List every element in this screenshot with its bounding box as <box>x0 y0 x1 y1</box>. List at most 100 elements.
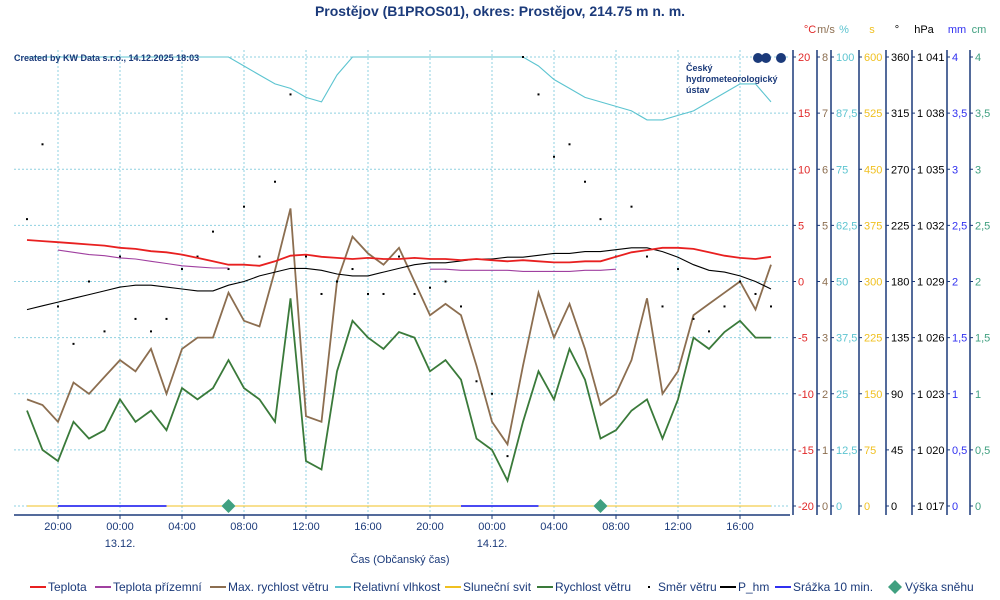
legend-label-7: P_hm <box>738 580 769 594</box>
y-tick-label: 75 <box>864 445 876 457</box>
y-tick-label: 0 <box>952 501 958 513</box>
y-tick-label: 8 <box>822 52 828 64</box>
x-tick-label: 12:00 <box>664 521 692 533</box>
wind-direction-dot <box>150 330 152 333</box>
x-tick-label: 20:00 <box>44 521 72 533</box>
y-tick-label: 3,5 <box>952 108 967 120</box>
y-tick-label: 1 020 <box>917 445 945 457</box>
y-tick-label: 2,5 <box>975 220 990 232</box>
legend-label-2: Max. rychlost větru <box>228 580 329 594</box>
y-tick-label: -15 <box>798 445 814 457</box>
y-tick-label: 0 <box>864 501 870 513</box>
x-axis-label: Čas (Občanský čas) <box>350 553 449 566</box>
y-tick-label: 0 <box>836 501 842 513</box>
legend: Teplota Teplota přízemní Max. rychlost vět… <box>30 580 974 594</box>
wind-direction-dot <box>181 268 183 271</box>
y-tick-label: 45 <box>891 445 903 457</box>
snow-depth-marker <box>593 499 608 513</box>
wind-direction-dot <box>708 330 710 333</box>
wind-direction-dot <box>754 292 757 295</box>
y-axis-unit-6: mm <box>948 24 966 36</box>
wind-direction-dot <box>568 143 571 146</box>
wind-direction-dot <box>739 280 741 283</box>
y-axis-unit-5: hPa <box>914 24 934 36</box>
y-tick-label: 150 <box>864 389 882 401</box>
y-tick-label: -5 <box>798 333 808 345</box>
legend-label-5: Rychlost větru <box>555 580 631 594</box>
y-tick-label: 2 <box>952 277 958 289</box>
series-p-hm <box>26 247 772 311</box>
wind-direction-dot <box>88 280 90 283</box>
logo-line-3: ústav <box>686 85 710 95</box>
y-axis-unit-0: °C <box>804 24 816 36</box>
x-tick-date: 13.12. <box>105 538 136 550</box>
legend-label-3: Relativní vlhkost <box>353 580 441 594</box>
y-tick-label: 1 035 <box>917 164 945 176</box>
y-tick-label: 5 <box>822 220 828 232</box>
y-tick-label: 225 <box>891 220 909 232</box>
series-max-rychlost-v-tru <box>26 208 772 447</box>
series-rychlost-v-tru <box>26 298 771 484</box>
logo-line-2: hydrometeorologický <box>686 74 778 84</box>
x-tick-label: 08:00 <box>602 521 630 533</box>
wind-direction-dot <box>537 93 540 96</box>
wind-direction-dot <box>367 292 369 295</box>
legend-label-8: Srážka 10 min. <box>793 580 873 594</box>
x-tick-label: 04:00 <box>168 521 196 533</box>
y-axis-unit-1: m/s <box>817 24 835 36</box>
wind-direction-dot <box>103 330 106 333</box>
wind-direction-dot <box>26 218 28 221</box>
y-tick-label: 525 <box>864 108 882 120</box>
y-tick-label: 5 <box>798 220 804 232</box>
wind-direction-dot <box>460 305 462 308</box>
wind-direction-dot <box>630 205 633 208</box>
y-tick-label: 1 029 <box>917 277 945 289</box>
y-tick-label: 2 <box>975 277 981 289</box>
wind-direction-dot <box>491 392 493 395</box>
y-tick-label: -10 <box>798 389 814 401</box>
wind-direction-dot <box>429 286 431 289</box>
x-tick-label: 04:00 <box>540 521 568 533</box>
y-tick-label: 15 <box>798 108 810 120</box>
wind-direction-dot <box>227 268 230 271</box>
wind-direction-dot <box>692 317 695 320</box>
wind-direction-dot <box>553 155 555 158</box>
y-tick-label: 0 <box>891 501 897 513</box>
y-tick-label: 100 <box>836 52 854 64</box>
y-tick-label: 4 <box>975 52 981 64</box>
y-tick-label: 180 <box>891 277 909 289</box>
y-axis-unit-7: cm <box>972 24 987 36</box>
wind-direction-dot <box>274 180 276 183</box>
wind-direction-dot <box>506 455 509 458</box>
wind-direction-dot <box>72 342 75 345</box>
y-tick-label: 3 <box>822 333 828 345</box>
y-tick-label: 270 <box>891 164 909 176</box>
y-tick-label: 0 <box>975 501 981 513</box>
wind-direction-dot <box>165 317 168 320</box>
y-tick-label: 3 <box>975 164 981 176</box>
wind-direction-dot <box>584 180 586 183</box>
y-tick-label: 2 <box>822 389 828 401</box>
legend-label-9: Výška sněhu <box>905 580 974 594</box>
y-tick-label: 1,5 <box>952 333 967 345</box>
x-tick-label: 20:00 <box>416 521 444 533</box>
y-tick-label: 3 <box>952 164 958 176</box>
wind-direction-dot <box>41 143 44 146</box>
y-tick-label: 4 <box>822 277 828 289</box>
credit-text: Created by KW Data s.r.o., 14.12.2025 18… <box>14 53 199 63</box>
y-tick-label: 450 <box>864 164 882 176</box>
y-tick-label: 62,5 <box>836 220 857 232</box>
y-tick-label: 315 <box>891 108 909 120</box>
y-tick-label: 1 032 <box>917 220 945 232</box>
series-teplota <box>26 239 772 267</box>
legend-label-6: Směr větru <box>658 580 717 594</box>
wind-direction-dot <box>289 93 292 96</box>
y-tick-label: 600 <box>864 52 882 64</box>
wind-direction-dot <box>119 255 121 258</box>
y-tick-label: 1,5 <box>975 333 990 345</box>
y-axis-unit-2: % <box>839 24 849 36</box>
wind-direction-dot <box>196 255 199 258</box>
wind-direction-dot <box>398 255 400 258</box>
y-tick-label: 0 <box>822 501 828 513</box>
chmu-logo: Český hydrometeorologický ústav <box>686 53 786 95</box>
